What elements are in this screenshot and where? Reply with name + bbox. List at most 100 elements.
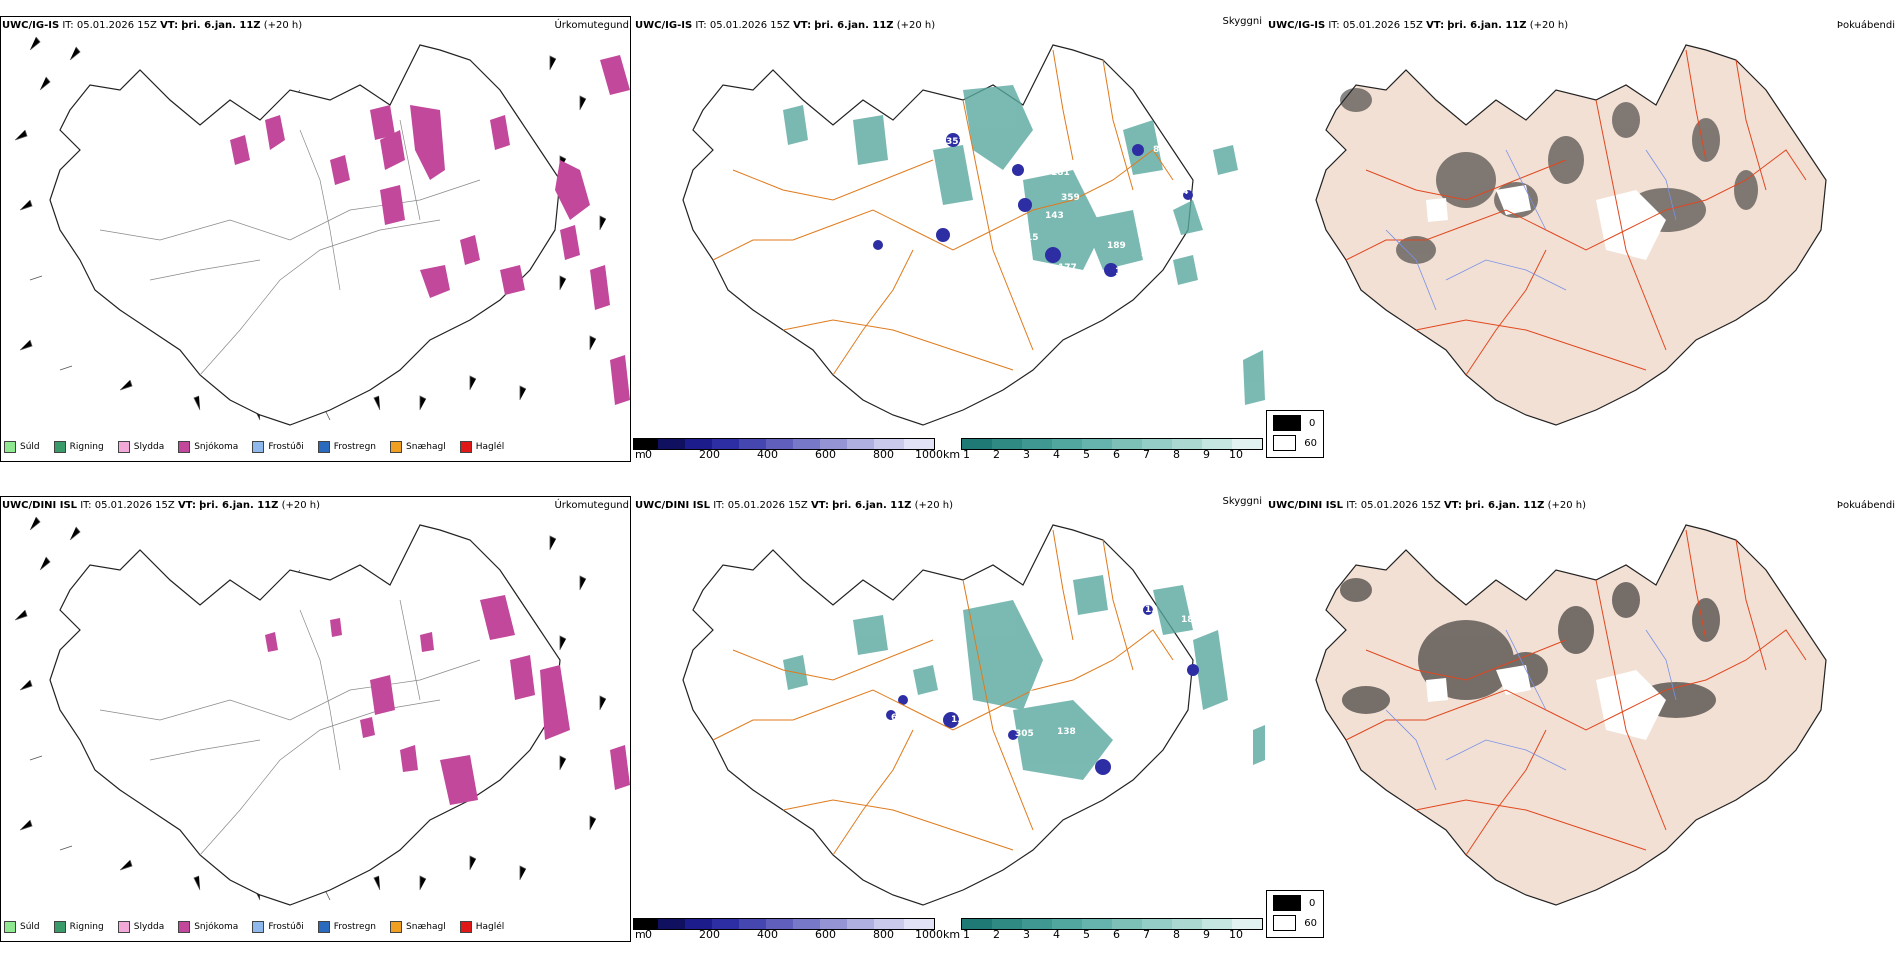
peak-labels-bottom: 13 18 530 139 894 193 305 138 126 135 25… <box>723 605 1194 739</box>
tick-label: 800 <box>873 448 894 461</box>
tick-label: 2 <box>993 448 1000 461</box>
legend-item: Snjókoma <box>178 441 238 453</box>
legend-swatch <box>459 441 472 453</box>
legend-swatch <box>4 921 16 933</box>
precip-legend: Súld Rigning Slydda Snjókoma Frostúði Fr… <box>4 440 504 454</box>
tick-label: 10 <box>1229 928 1243 941</box>
tick-label: 0 <box>645 928 652 941</box>
peak-label: 10 <box>723 693 736 703</box>
legend-label: Frostúði <box>268 442 304 452</box>
lead-time: (+20 h) <box>896 20 936 31</box>
peak-label: 189 <box>1107 241 1126 251</box>
vt-value: þri. 6.jan. 11Z <box>1447 20 1527 31</box>
precip-title: Úrkomutegund <box>554 20 629 31</box>
fog-swatch <box>1273 435 1297 451</box>
tick-label: 8 <box>1173 448 1180 461</box>
tick-label: 2 <box>993 928 1000 941</box>
legend-item: Slydda <box>117 441 164 453</box>
ceiling-colorbar <box>633 918 935 930</box>
peak-label: 6 <box>891 713 897 723</box>
vt-label: VT: <box>793 20 812 31</box>
legend-label: Snæhagl <box>406 442 446 452</box>
legend-swatch <box>252 441 265 453</box>
visibility-panel-top: UWC/IG-IS IT: 05.01.2026 15Z VT: þri. 6.… <box>633 0 1266 475</box>
peak-label: 138 <box>1057 727 1076 737</box>
precip-frame <box>0 16 631 462</box>
tick-label: 400 <box>757 928 778 941</box>
road-network <box>712 49 1174 376</box>
legend-label: Haglél <box>475 922 505 932</box>
tick-label: 600 <box>815 448 836 461</box>
legend-label: Slydda <box>133 922 165 932</box>
vt-label: VT: <box>160 20 179 31</box>
lead-time: (+20 h) <box>281 500 321 511</box>
fog-title: Þokuábendi <box>1836 500 1895 511</box>
tick-label: 8 <box>1173 928 1180 941</box>
legend-item: Snjókoma <box>178 921 238 933</box>
fog-panel-bottom: UWC/DINI ISL IT: 05.01.2026 15Z VT: þri.… <box>1266 480 1899 955</box>
peak-label: 353 <box>946 137 965 147</box>
peak-label: 193 <box>993 719 1012 729</box>
tick-label: 5 <box>1083 928 1090 941</box>
legend-swatch <box>252 921 265 933</box>
legend-label: Frostregn <box>333 922 377 932</box>
peak-label: 126 <box>1117 729 1136 739</box>
peak-label: 25 <box>895 685 908 695</box>
glaciers <box>1426 185 1666 260</box>
it-label: IT: <box>62 20 74 31</box>
tick-label: 1000 <box>915 928 943 941</box>
vt-label: VT: <box>1443 500 1462 511</box>
peak-label: 29 <box>1141 249 1154 259</box>
it-value: 05.01.2026 15Z <box>76 20 157 31</box>
fog-label: 0 <box>1309 897 1316 909</box>
tick-label: 3 <box>1023 448 1030 461</box>
legend-label: Frostúði <box>268 922 304 932</box>
precip-map <box>14 516 630 906</box>
vt-value: þri. 6.jan. 11Z <box>1465 500 1545 511</box>
visibility-colorbar <box>961 918 1263 930</box>
tick-label: 1000 <box>915 448 943 461</box>
peak-label: 143 <box>1045 211 1064 221</box>
road-network <box>1345 529 1807 856</box>
precip-title: Úrkomutegund <box>554 500 629 511</box>
peak-label: 305 <box>1015 729 1034 739</box>
peak-label: 141 <box>1018 261 1037 271</box>
legend-label: Snjókoma <box>194 442 239 452</box>
it-label: IT: <box>1328 20 1340 31</box>
legend-label: Súld <box>20 922 40 932</box>
snow-areas <box>230 55 630 405</box>
legend-label: Súld <box>20 442 40 452</box>
lead-time: (+20 h) <box>263 20 303 31</box>
legend-item: Slydda <box>117 921 165 933</box>
peak-label: 177 <box>1058 263 1077 273</box>
peak-label: 18 <box>1181 615 1194 625</box>
it-label: IT: <box>713 500 725 511</box>
peak-label: 13 <box>1145 605 1158 615</box>
fog-legend-row: 60 <box>1273 435 1317 451</box>
tick-label: 9 <box>1203 928 1210 941</box>
tick-label: 6 <box>1113 448 1120 461</box>
legend-item: Rigning <box>53 921 104 933</box>
legend-item: Snæhagl <box>390 441 446 453</box>
legend-swatch <box>117 921 130 933</box>
lead-time: (+20 h) <box>914 500 954 511</box>
tick-label: 200 <box>699 928 720 941</box>
it-label: IT: <box>695 20 707 31</box>
peak-labels-top: 345 86 353 181 359 143 74 15 145 16 189 … <box>705 127 1189 277</box>
tick-label: 1 <box>963 928 970 941</box>
it-label: IT: <box>80 500 92 511</box>
it-value: 05.01.2026 15Z <box>1360 500 1441 511</box>
model-name: UWC/IG-IS <box>2 20 60 31</box>
vis-unit: km <box>943 928 961 941</box>
legend-item: Haglél <box>459 921 505 933</box>
legend-item: Súld <box>4 441 40 453</box>
tick-label: 1 <box>963 448 970 461</box>
tick-label: 4 <box>1053 928 1060 941</box>
peak-label: 135 <box>951 715 970 725</box>
panel-header: UWC/DINI ISL IT: 05.01.2026 15Z VT: þri.… <box>2 500 320 511</box>
tick-label: 7 <box>1143 928 1150 941</box>
it-value: 05.01.2026 15Z <box>94 500 175 511</box>
rivers <box>1385 629 1677 791</box>
legend-item: Frostúði <box>252 441 304 453</box>
fog-legend-top: 0 60 <box>1266 410 1324 458</box>
